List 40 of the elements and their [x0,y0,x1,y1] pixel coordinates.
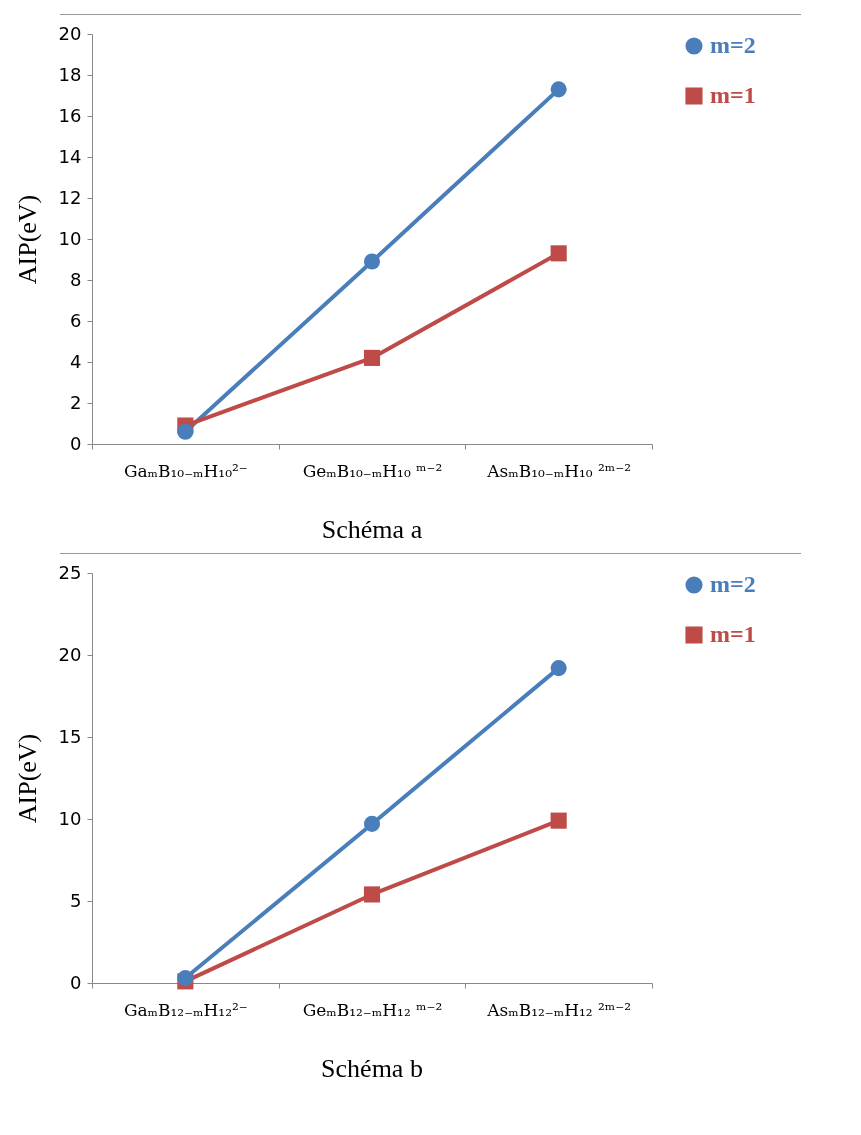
point [363,349,381,366]
y-tick-label: 15 [58,725,82,747]
y-tick-label: 20 [58,22,82,44]
point [177,423,194,440]
point [550,812,567,829]
y-tick-label: 8 [70,268,82,290]
x-tick-label: AsₘB₁₂₋ₘH₁₂ ²ᵐ⁻² [486,999,632,1020]
x-tick-label: GaₘB₁₀₋ₘH₁₀²⁻ [123,460,248,481]
point [550,660,567,677]
x-tick-label: AsₘB₁₀₋ₘH₁₀ ²ᵐ⁻² [486,460,632,481]
point [363,886,381,903]
y-axis-title: AIP(eV) [12,194,42,285]
y-tick-label: 14 [58,145,82,167]
y-tick-label: 0 [70,971,82,993]
x-tick-label: GeₘB₁₂₋ₘH₁₂ ᵐ⁻² [302,999,443,1020]
y-tick-label: 12 [58,186,82,208]
point [363,253,381,270]
point [363,815,381,832]
legend-label: m=2 [710,571,756,597]
point [550,81,567,98]
y-tick-label: 5 [70,889,82,911]
point [550,245,567,262]
y-tick-label: 10 [58,227,82,249]
y-tick-label: 16 [58,104,82,126]
legend-label: m=1 [710,82,756,108]
y-tick-label: 0 [70,432,82,454]
y-tick-label: 10 [58,807,82,829]
y-tick-label: 2 [70,391,82,413]
y-tick-label: 25 [58,561,82,583]
text: Schéma b [321,1054,423,1083]
text: Schéma a [321,515,423,544]
y-axis-title: AIP(eV) [12,733,42,824]
x-tick-label: GeₘB₁₀₋ₘH₁₀ ᵐ⁻² [302,460,443,481]
y-tick-label: 6 [70,309,82,331]
y-tick-label: 4 [70,350,82,372]
x-tick-label: GaₘB₁₂₋ₘH₁₂²⁻ [123,999,248,1020]
legend-label: m=2 [710,32,756,58]
y-tick-label: 18 [58,63,82,85]
y-tick-label: 20 [58,643,82,665]
legend-label: m=1 [710,621,756,647]
